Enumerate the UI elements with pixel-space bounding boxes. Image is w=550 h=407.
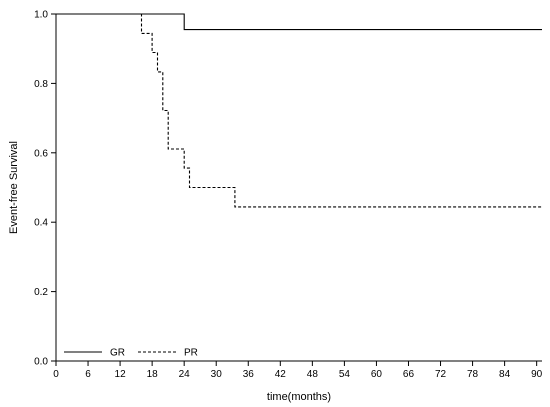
y-tick-label: 0.4 <box>34 218 48 229</box>
series-group <box>56 14 542 207</box>
x-tick-label: 66 <box>403 369 415 380</box>
series-line-pr <box>56 14 542 207</box>
axes-group: 0 6 12 18 24 30 36 42 48 54 60 66 72 78 84 90 0.0 0.2 0.4 0… <box>34 10 543 381</box>
x-axis-title: time(months) <box>267 391 331 403</box>
x-tick-label: 84 <box>499 369 511 380</box>
y-tick-label: 1.0 <box>34 10 48 21</box>
y-tick-label: 0.0 <box>34 357 48 368</box>
x-tick-label: 18 <box>147 369 159 380</box>
y-tick-label: 0.6 <box>34 148 48 159</box>
x-tick-label: 72 <box>435 369 447 380</box>
x-tick-label: 0 <box>53 369 59 380</box>
y-axis-title: Event-free Survival <box>8 141 20 234</box>
x-tick-label: 12 <box>115 369 127 380</box>
x-tick-label: 90 <box>531 369 543 380</box>
legend-group: GR PR <box>64 348 198 359</box>
legend-label-pr: PR <box>184 348 198 359</box>
x-tick-label: 30 <box>211 369 223 380</box>
legend-label-gr: GR <box>110 348 125 359</box>
x-tick-label: 48 <box>307 369 319 380</box>
x-tick-label: 78 <box>467 369 479 380</box>
x-tick-label: 36 <box>243 369 255 380</box>
x-tick-label: 60 <box>371 369 383 380</box>
x-tick-label: 54 <box>339 369 351 380</box>
x-tick-label: 6 <box>85 369 91 380</box>
x-tick-label: 24 <box>179 369 191 380</box>
series-line-gr <box>56 14 542 30</box>
y-tick-label: 0.2 <box>34 287 48 298</box>
x-tick-label: 42 <box>275 369 287 380</box>
y-tick-label: 0.8 <box>34 79 48 90</box>
